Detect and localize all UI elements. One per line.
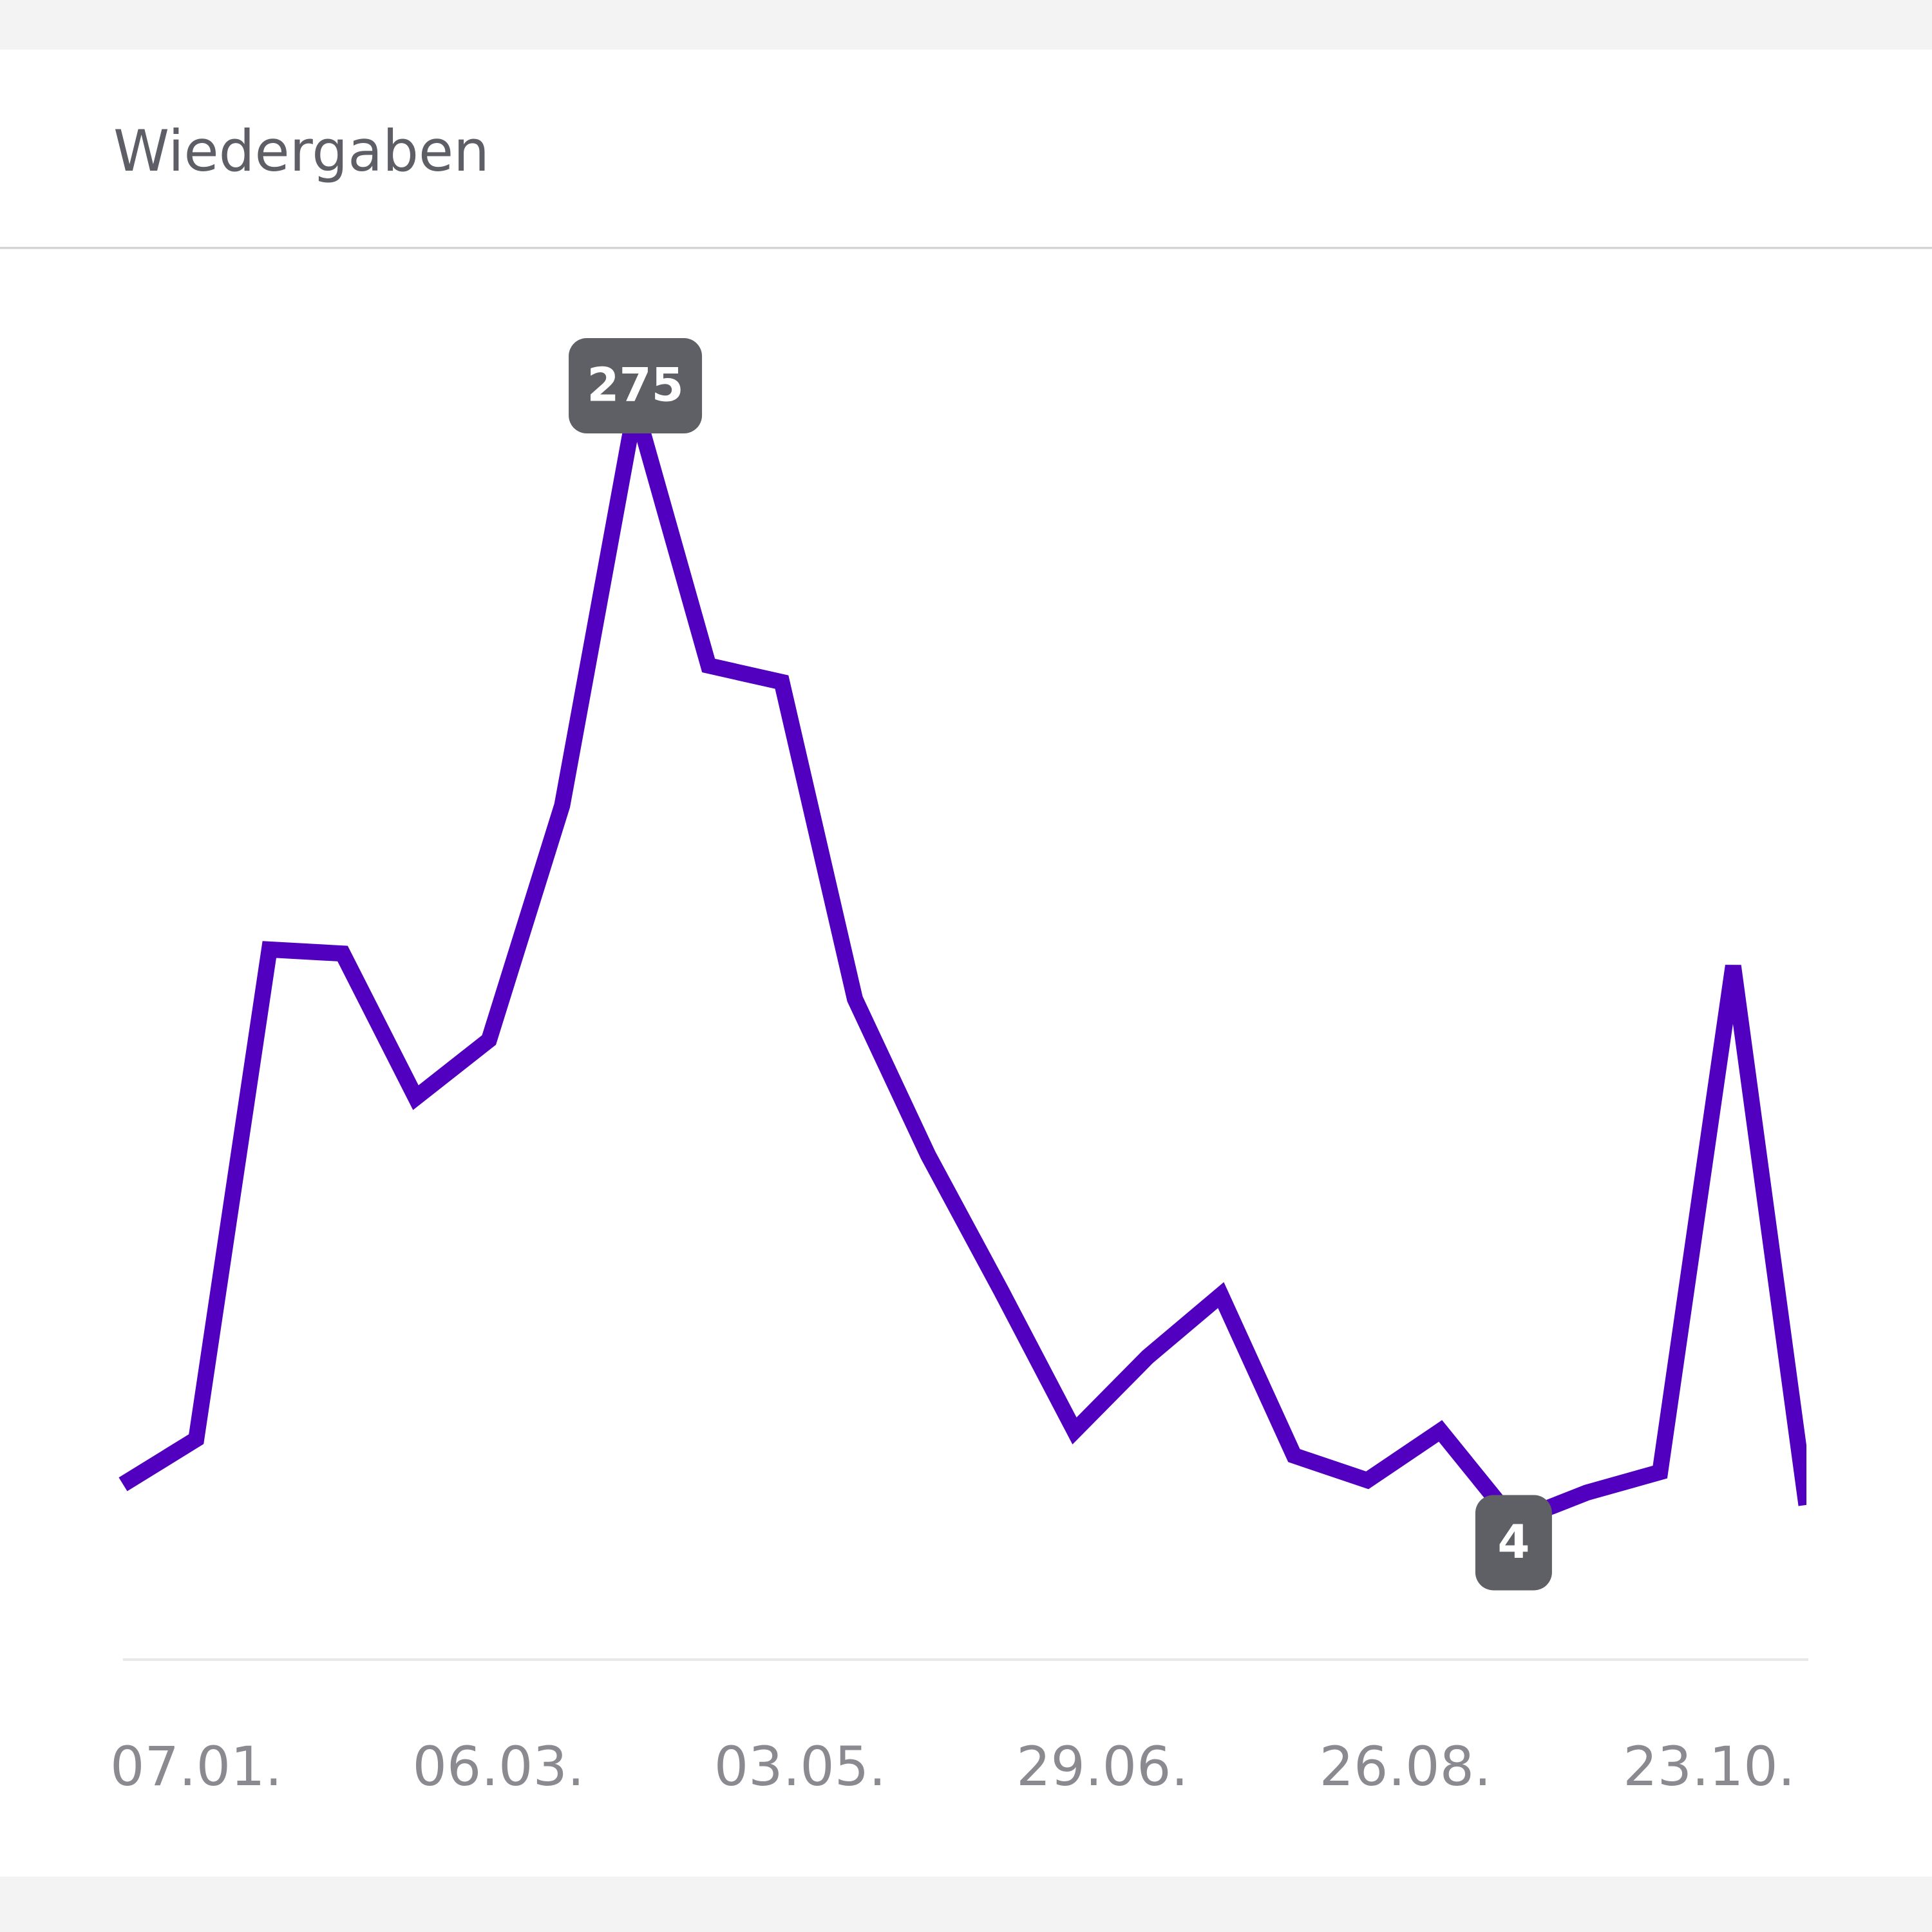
- x-tick-label: 06.03.: [412, 1735, 584, 1798]
- value-label: 275: [587, 358, 683, 412]
- value-label-box: [569, 338, 703, 433]
- card: [0, 50, 1932, 1877]
- x-tick-label: 03.05.: [714, 1735, 886, 1798]
- x-tick-label: 07.01.: [110, 1735, 282, 1798]
- chart-title: Wiedergaben: [113, 118, 489, 184]
- value-label: 4: [1497, 1515, 1530, 1569]
- x-tick-label: 29.06.: [1016, 1735, 1188, 1798]
- x-tick-label: 26.08.: [1320, 1735, 1492, 1798]
- x-tick-label: 23.10.: [1623, 1735, 1795, 1798]
- value-label-box: [1475, 1495, 1552, 1591]
